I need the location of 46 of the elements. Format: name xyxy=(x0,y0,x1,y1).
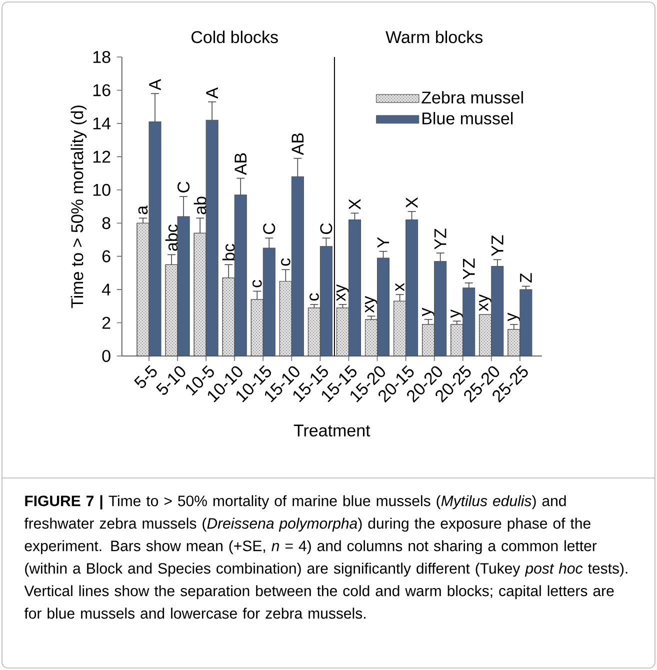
data-label: AB xyxy=(292,133,304,156)
text: Warm blocks xyxy=(386,30,482,44)
legend-label: Zebra mussel xyxy=(422,91,523,104)
y-tick-label: 16 xyxy=(93,84,110,96)
data-label: c xyxy=(281,258,290,266)
data-label: AB xyxy=(234,153,246,176)
data-label: xy xyxy=(336,284,349,302)
y-tick-label: 18 xyxy=(93,50,110,64)
data-label: YZ xyxy=(434,228,446,250)
y-tick-label: 12 xyxy=(93,150,110,163)
data-label: y xyxy=(422,308,435,316)
x-tick-label: 5-5 xyxy=(134,365,157,388)
data-label: a xyxy=(138,205,148,214)
data-label: YZ xyxy=(492,235,504,256)
data-label: YZ xyxy=(463,258,475,280)
data-label: Z xyxy=(520,273,532,282)
data-label: bc xyxy=(222,244,235,260)
data-label: A xyxy=(206,87,218,99)
data-label: X xyxy=(348,198,361,210)
data-label: x xyxy=(395,283,404,292)
data-label: A xyxy=(149,79,161,90)
data-label: abc xyxy=(165,224,178,251)
y-tick-label: 0 xyxy=(102,350,110,362)
y-tick-label: 14 xyxy=(93,118,111,130)
data-label: ab xyxy=(194,196,206,214)
legend-label: Blue mussel xyxy=(422,112,513,124)
text: FIGURE 7 | Time to > 50% mortality of marine blue mussels (Mytilus edulis) and freshwater zebra mussels (Dreissena polymorpha) during the exposure phase of the experiment. Bars show mean (+SE, n = 4) and columns not sharing a common letter (within a Block and Species combination) are significantly different (Tukey post hoc tests). Vertical lines show the separation between the cold and warm blocks; capital letters are for blue mussels and lowercase for zebra mussels. xyxy=(24,495,628,619)
data-label: C xyxy=(263,223,276,234)
data-label: xy xyxy=(365,296,378,313)
y-tick-label: 10 xyxy=(93,184,110,196)
data-label: c xyxy=(310,293,319,301)
y-tick-label: 6 xyxy=(102,250,110,262)
data-label: c xyxy=(252,280,262,288)
x-axis-title: Treatment xyxy=(294,424,370,437)
y-axis-title: Time to > 50% mortality (d) xyxy=(70,106,87,308)
text: Cold blocks xyxy=(192,30,278,44)
data-label: xy xyxy=(479,294,492,312)
y-tick-label: 4 xyxy=(102,284,111,296)
y-tick-label: 2 xyxy=(102,316,110,329)
data-label: y xyxy=(450,309,464,318)
data-label: Y xyxy=(377,237,390,248)
data-label: X xyxy=(406,197,418,208)
y-tick-label: 8 xyxy=(102,217,110,230)
data-label: y xyxy=(508,312,520,322)
data-label: C xyxy=(178,182,190,192)
data-label: C xyxy=(320,223,332,234)
